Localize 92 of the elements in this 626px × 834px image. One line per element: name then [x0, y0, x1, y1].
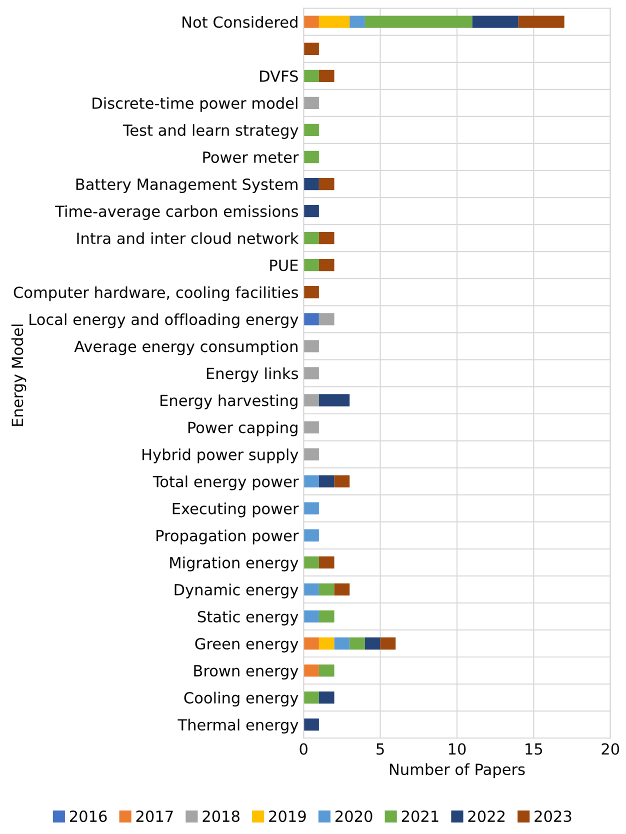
bar — [304, 178, 319, 190]
bar — [334, 583, 350, 596]
bar — [304, 637, 319, 650]
bar — [304, 610, 319, 623]
bar — [304, 42, 319, 55]
y-tick-label: Test and learn strategy — [122, 124, 298, 139]
bar — [318, 16, 350, 28]
y-tick-label: Cooling energy — [184, 692, 298, 707]
bar — [318, 556, 334, 568]
bar — [350, 16, 365, 28]
x-tick-label: 5 — [376, 743, 384, 755]
bar — [304, 583, 319, 596]
bar — [304, 394, 319, 406]
bar — [304, 313, 319, 326]
y-tick-label: Power meter — [203, 152, 299, 164]
y-tick-label: Brown energy — [194, 665, 298, 680]
legend-label: 2022 — [468, 810, 505, 822]
bar — [364, 16, 472, 28]
x-tick-label: 0 — [300, 743, 308, 755]
y-tick-label: Executing power — [172, 502, 299, 518]
y-tick-label: Total energy power — [152, 476, 299, 490]
x-tick-label: 15 — [526, 743, 542, 755]
bar — [304, 96, 319, 110]
legend-label: 2017 — [136, 810, 173, 822]
bar — [318, 394, 350, 406]
y-tick-label: Static energy — [198, 610, 298, 626]
bar — [304, 232, 319, 244]
bar — [304, 529, 319, 542]
y-tick-label: Average energy consumption — [74, 340, 298, 356]
bar — [318, 70, 334, 82]
bar — [318, 691, 334, 704]
y-tick-label: Energy harvesting — [160, 394, 298, 410]
bar — [318, 637, 334, 650]
legend-label: 2020 — [336, 810, 372, 822]
y-tick-label: Discrete-time power model — [92, 97, 298, 112]
y-tick-label: Energy links — [206, 367, 298, 382]
bar — [304, 16, 319, 28]
bar — [304, 718, 319, 731]
legend-label: 2019 — [269, 810, 306, 822]
bar — [304, 204, 319, 218]
y-tick-label: Power capping — [188, 421, 298, 436]
bar — [518, 16, 564, 28]
y-tick-label: Green energy — [195, 638, 298, 652]
y-tick-label: Time-average carbon emissions — [55, 205, 298, 220]
bar — [318, 475, 334, 488]
y-tick-label: Migration energy — [170, 556, 298, 572]
y-tick-label: Dynamic energy — [174, 584, 298, 598]
x-tick-label: 20 — [602, 743, 620, 755]
y-tick-label: Propagation power — [156, 530, 299, 544]
bar — [304, 367, 319, 380]
y-tick-label: Hybrid power supply — [142, 448, 298, 464]
bar — [304, 664, 319, 677]
y-tick-label: Computer hardware, cooling facilities — [14, 286, 298, 302]
y-axis-title: Energy Model — [11, 324, 26, 426]
y-tick-label: Intra and inter cloud network — [77, 232, 299, 244]
bar — [318, 313, 334, 326]
bar — [380, 637, 396, 650]
bar — [304, 556, 319, 568]
bar — [304, 475, 319, 488]
bar — [304, 70, 319, 82]
bar — [304, 286, 319, 298]
y-tick-label: Thermal energy — [178, 718, 298, 734]
bar — [334, 475, 350, 488]
bar — [304, 259, 319, 272]
y-tick-label: PUE — [270, 260, 298, 272]
bar — [304, 150, 319, 164]
bar — [364, 637, 380, 650]
y-tick-label: DVFS — [260, 70, 298, 82]
y-tick-label: Local energy and offloading energy — [30, 313, 298, 328]
bar — [304, 421, 319, 434]
bar — [472, 16, 518, 28]
bar — [304, 691, 319, 704]
bar — [318, 259, 334, 272]
bar — [350, 637, 365, 650]
bar — [318, 232, 334, 244]
bar — [304, 502, 319, 514]
legend-label: 2021 — [402, 810, 438, 822]
bar — [304, 124, 319, 136]
bar — [334, 637, 350, 650]
bar — [318, 664, 334, 677]
legend-label: 2023 — [534, 810, 572, 822]
legend-label: 2016 — [70, 810, 107, 822]
x-axis-title: Number of Papers — [390, 763, 525, 778]
legend-label: 2018 — [202, 810, 240, 822]
bar — [318, 583, 334, 596]
bar — [304, 340, 319, 352]
bar — [304, 448, 319, 460]
y-tick-label: Not Considered — [182, 16, 298, 28]
bar — [318, 178, 334, 190]
bar — [318, 610, 334, 623]
x-tick-label: 10 — [448, 743, 466, 755]
y-tick-label: Battery Management System — [76, 178, 298, 193]
